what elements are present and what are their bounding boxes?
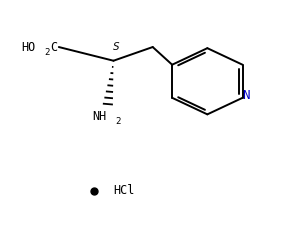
Text: N: N (243, 89, 250, 102)
Text: 2: 2 (44, 48, 49, 57)
Text: HO: HO (21, 40, 35, 54)
Text: HCl: HCl (113, 184, 135, 197)
Text: C: C (50, 40, 57, 54)
Text: NH: NH (93, 110, 107, 123)
Text: 2: 2 (115, 117, 121, 126)
Text: S: S (113, 42, 120, 52)
